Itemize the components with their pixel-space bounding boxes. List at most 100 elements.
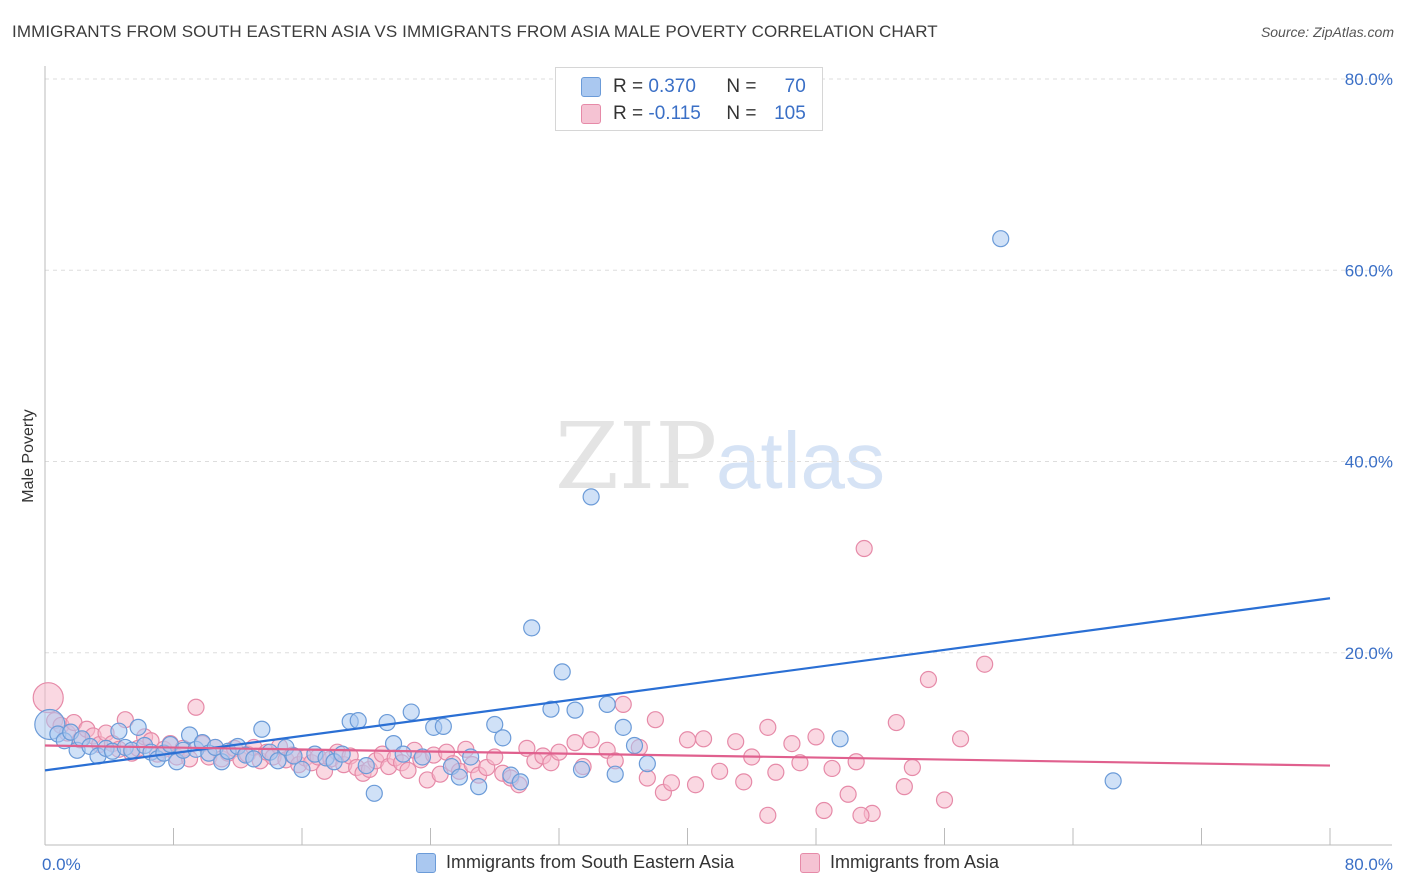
grid: [45, 78, 1392, 654]
se-asia-point: [614, 718, 632, 736]
legend-r-value: -0.115: [648, 103, 701, 124]
se-asia-point: [470, 778, 488, 796]
asia-point: [32, 682, 64, 714]
trend-lines: [44, 597, 1331, 772]
asia-point: [759, 806, 777, 824]
asia-point: [855, 539, 873, 558]
asia-point: [638, 769, 656, 787]
asia-point: [399, 761, 417, 779]
y-tick-label: 80.0%: [1345, 70, 1393, 89]
series-legend: Immigrants from South Eastern Asia Immig…: [0, 852, 1406, 878]
legend-r-label: R =: [613, 103, 644, 124]
se-asia-point: [402, 703, 420, 721]
asia-point: [919, 670, 938, 689]
se-asia-point: [598, 695, 616, 713]
asia-point: [566, 734, 584, 752]
y-tick-label: 40.0%: [1345, 453, 1393, 472]
asia-point: [678, 731, 697, 749]
x-tick-label: 0.0%: [42, 855, 81, 874]
asia-point: [951, 730, 970, 748]
se-asia-point: [129, 718, 147, 736]
se-asia-point: [349, 712, 367, 730]
y-tick-label: 60.0%: [1345, 261, 1393, 280]
legend-n-value: 105: [774, 103, 806, 124]
asia-point: [839, 785, 857, 803]
legend-n-label: N =: [726, 76, 757, 97]
se-asia-point: [831, 730, 849, 748]
y-tick-labels: 20.0% 40.0% 60.0% 80.0%: [1345, 70, 1393, 663]
asia-point: [852, 806, 870, 824]
legend-swatch-pink: [581, 104, 601, 124]
legend-label-se-asia: Immigrants from South Eastern Asia: [446, 852, 735, 872]
se-asia-point: [434, 717, 452, 735]
se-asia-point: [450, 768, 469, 786]
correlation-legend: R = 0.370 N = 70 R = -0.115 N = 105: [555, 67, 823, 131]
se-asia-point: [365, 784, 383, 802]
source-label: Source: ZipAtlas.com: [1260, 24, 1394, 40]
asia-point: [823, 759, 841, 778]
legend-item-asia: Immigrants from Asia: [800, 852, 999, 873]
legend-r-value: 0.370: [648, 76, 696, 97]
asia-point: [976, 655, 994, 673]
legend-r-label: R =: [613, 76, 644, 97]
se-asia-point: [180, 726, 199, 744]
series-se-asia-points: [34, 230, 1122, 802]
watermark-zip: ZIP: [555, 403, 717, 510]
asia-point: [711, 762, 729, 780]
legend-label-asia: Immigrants from Asia: [830, 852, 1000, 872]
se-asia-point: [293, 760, 311, 779]
se-asia-point: [413, 748, 432, 766]
legend-swatch-blue: [581, 77, 601, 97]
asia-point: [686, 776, 705, 794]
se-asia-point: [378, 713, 396, 732]
chart-title: IMMIGRANTS FROM SOUTH EASTERN ASIA VS IM…: [12, 22, 938, 41]
asia-point: [646, 711, 664, 729]
se-asia-point: [394, 745, 412, 763]
se-asia-point: [253, 720, 271, 738]
asia-point: [903, 758, 921, 777]
asia-point: [887, 713, 905, 732]
se-asia-point: [1104, 772, 1122, 790]
se-asia-point: [285, 747, 303, 765]
se-asia-point: [992, 230, 1010, 248]
legend-n-label: N =: [726, 103, 757, 124]
se-asia-point: [625, 736, 644, 755]
asia-point: [783, 734, 801, 753]
se-asia-point: [553, 663, 571, 681]
se-asia-point: [245, 750, 263, 768]
watermark-atlas: atlas: [716, 416, 885, 505]
se-asia-point: [357, 756, 375, 775]
asia-point: [847, 753, 865, 771]
y-axis-title: Male Poverty: [20, 409, 37, 502]
se-asia-point: [110, 722, 128, 740]
trend-line-se-asia: [44, 597, 1331, 772]
x-tick-labels: 0.0% 80.0%: [42, 855, 1393, 874]
asia-point: [807, 728, 825, 746]
x-tick-label: 80.0%: [1345, 855, 1393, 874]
se-asia-point: [566, 701, 584, 719]
asia-point: [759, 718, 777, 736]
legend-row-asia: R = -0.115 N = 105: [581, 101, 806, 127]
se-asia-point: [542, 700, 560, 718]
se-asia-point: [523, 619, 541, 637]
asia-point: [662, 774, 681, 792]
se-asia-point: [606, 765, 624, 783]
se-asia-point: [638, 755, 656, 773]
asia-point: [582, 731, 600, 749]
asia-point: [614, 695, 632, 713]
se-asia-point: [486, 715, 504, 734]
se-asia-point: [494, 729, 512, 747]
legend-row-se-asia: R = 0.370 N = 70: [581, 74, 806, 100]
asia-point: [694, 730, 713, 748]
trend-line-asia: [44, 744, 1331, 767]
y-tick-label: 20.0%: [1345, 644, 1393, 663]
asia-point: [727, 733, 745, 751]
asia-point: [935, 791, 954, 809]
asia-point: [187, 698, 205, 716]
asia-point: [895, 778, 913, 796]
se-asia-point: [572, 760, 591, 779]
asia-point: [550, 743, 568, 761]
se-asia-point: [333, 745, 351, 763]
asia-point: [815, 801, 833, 820]
